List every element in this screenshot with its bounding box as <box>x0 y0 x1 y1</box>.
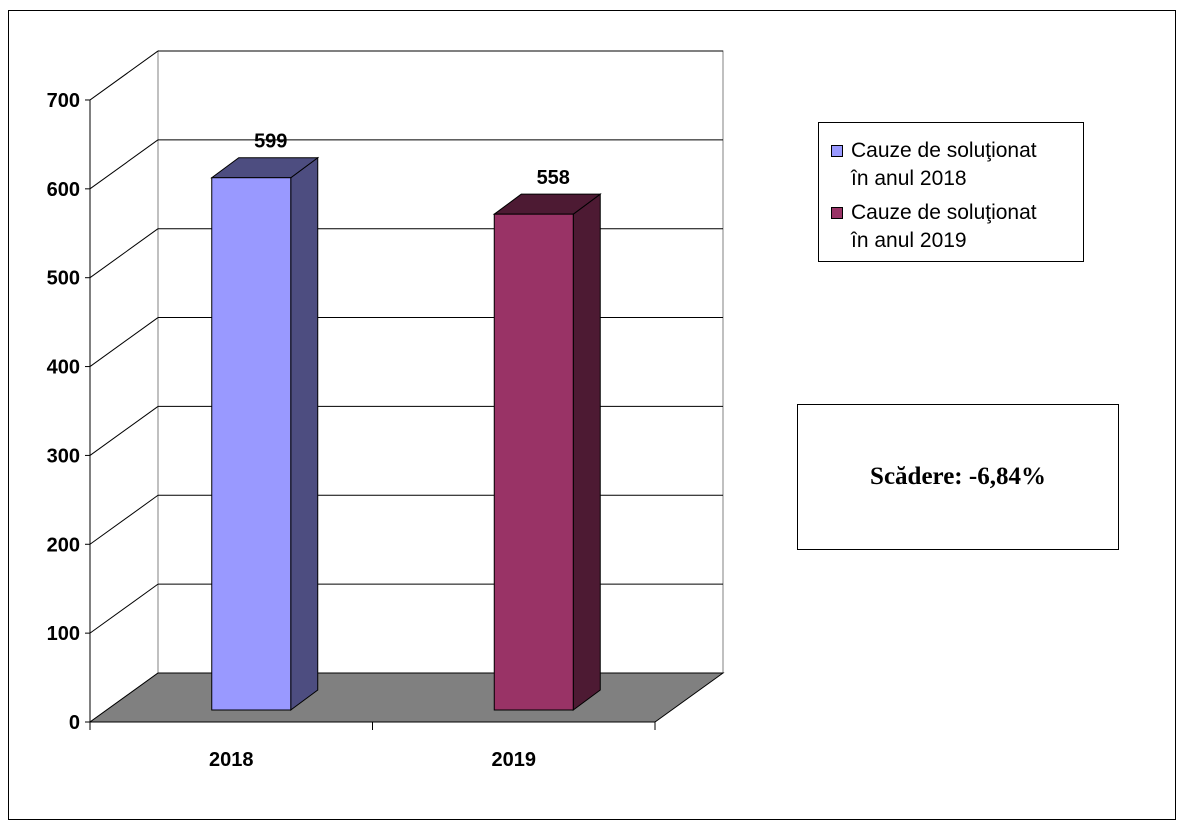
legend-label-2018-line2: în anul 2018 <box>851 167 967 190</box>
y-tick-label: 700 <box>47 90 80 112</box>
chart-floor <box>88 672 725 723</box>
bars: 599 558 <box>210 131 602 711</box>
change-note-box: Scădere: -6,84% <box>797 404 1119 550</box>
side-wall <box>89 50 159 723</box>
y-tick-label: 500 <box>47 268 80 290</box>
legend-label-2018-line1: Cauze de soluţionat <box>851 139 1037 162</box>
bar-side-2019 <box>572 193 601 711</box>
grid-line-side <box>89 228 159 279</box>
legend-label-2019-line2: în anul 2019 <box>851 229 967 252</box>
bar-side-2018 <box>290 156 319 711</box>
legend-item-2019: Cauze de soluţionat în anul 2019 <box>831 199 1081 255</box>
floor-plane <box>88 672 725 723</box>
legend: Cauze de soluţionat în anul 2018 Cauze d… <box>818 122 1084 262</box>
bar-2019 <box>493 213 574 711</box>
y-tick-label: 400 <box>47 357 80 379</box>
grid-line-side <box>89 317 159 367</box>
chart-walls <box>89 50 724 723</box>
x-tick-label-2018: 2018 <box>209 749 254 771</box>
bar-2018 <box>211 177 292 711</box>
y-tick-label: 200 <box>47 534 80 556</box>
legend-swatch-2018 <box>831 145 843 157</box>
y-axis-ticks: 0 100 200 300 400 500 600 700 <box>47 90 90 734</box>
x-tick-label-2019: 2019 <box>492 749 537 771</box>
legend-label-2019-line1: Cauze de soluţionat <box>851 201 1037 224</box>
data-label-2019: 558 <box>537 167 570 189</box>
grid-line-side <box>89 494 159 545</box>
y-tick-label: 300 <box>47 445 80 467</box>
grid-line-side <box>89 406 159 456</box>
grid-line-side <box>89 50 159 101</box>
legend-item-2018: Cauze de soluţionat în anul 2018 <box>831 137 1081 193</box>
change-note-text: Scădere: -6,84% <box>870 463 1046 490</box>
y-tick-label: 0 <box>69 712 80 734</box>
grid-line-side <box>89 583 159 634</box>
legend-swatch-2019 <box>831 207 843 219</box>
y-tick-label: 100 <box>47 623 80 645</box>
x-axis-ticks: 2018 2019 <box>89 722 656 771</box>
y-tick-label: 600 <box>47 179 80 201</box>
data-label-2018: 599 <box>254 131 287 153</box>
grid-line-side <box>89 139 159 190</box>
